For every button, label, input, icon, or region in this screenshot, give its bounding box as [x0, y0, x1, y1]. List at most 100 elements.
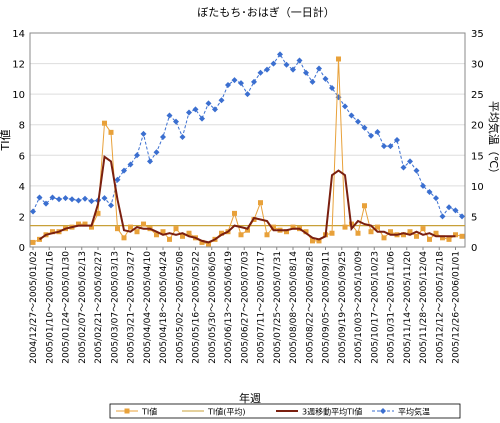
series-temperature-point: [121, 167, 127, 174]
series-ti-point: [303, 229, 309, 235]
series-ti-point: [290, 224, 296, 230]
y-tick-left-label: 12: [12, 60, 25, 71]
y-tick-left-label: 4: [19, 182, 25, 193]
y-tick-right-label: 10: [471, 182, 484, 193]
series-temperature-point: [433, 195, 439, 202]
series-temperature-point: [75, 197, 82, 204]
series-ti-point: [134, 229, 140, 235]
series-temperature-point: [283, 61, 290, 68]
x-tick-label: 2005/05/16～2005/05/22: [192, 251, 202, 364]
x-tick-label: 2005/04/04～2005/04/10: [143, 251, 153, 364]
series-ti-point: [199, 239, 205, 245]
legend-label: TI値(平均): [207, 407, 246, 417]
series-temperature-point: [329, 85, 335, 92]
series-temperature-point: [166, 112, 173, 119]
series-temperature-point: [309, 78, 316, 85]
series-temperature-point: [238, 80, 244, 87]
series-ti-point: [258, 200, 263, 206]
series-ti-point: [76, 221, 81, 227]
x-tick-label: 2005/06/13～2005/06/19: [224, 251, 234, 364]
series-temperature-point: [251, 78, 257, 85]
x-tick-label: 2005/01/24～2005/01/30: [62, 251, 72, 364]
x-tick-label: 2005/11/28～2005/12/04: [419, 251, 429, 364]
series-temperature-point: [205, 100, 212, 107]
series-ti-point: [108, 129, 114, 135]
x-tick-label: 2005/03/21～2005/03/27: [127, 251, 137, 364]
series-ti-point: [50, 229, 55, 235]
series-ti-point: [446, 236, 452, 242]
series-temperature-point: [199, 115, 205, 122]
x-tick-label: 2004/12/27～2005/01/02: [29, 251, 39, 364]
series-temperature-point: [296, 57, 303, 64]
series-temperature-point: [257, 69, 264, 76]
y-tick-right-label: 25: [471, 90, 484, 101]
series-temperature-point: [387, 143, 394, 150]
series-temperature-point: [381, 143, 387, 150]
series-ti-point: [30, 239, 36, 245]
series-ti-point: [167, 236, 172, 242]
series-ti-point: [89, 224, 94, 230]
x-tick-label: 2005/10/03～2005/10/09: [354, 251, 364, 364]
plot-frame: [29, 32, 466, 248]
series-ti-point: [271, 224, 276, 230]
series-ti-point: [128, 224, 133, 230]
series-temperature-point: [147, 158, 153, 165]
series-ti-point: [368, 229, 374, 235]
series-ti-point: [264, 232, 270, 238]
series-ti-point: [433, 230, 439, 236]
series-temperature-point: [277, 51, 283, 58]
series-temperature-point: [231, 77, 238, 84]
series-ti-point: [245, 227, 250, 233]
x-tick-label: 2005/02/21～2005/02/27: [94, 251, 104, 364]
series-temperature-point: [407, 158, 413, 165]
series-ti-point: [232, 210, 237, 216]
series-ti-point: [420, 226, 426, 232]
legend-label: 平均気温: [398, 407, 430, 417]
x-tick-label: 2005/10/31～2005/11/06: [387, 251, 397, 364]
x-tick-label: 2005/05/02～2005/05/08: [175, 251, 185, 364]
series-temperature-point: [30, 208, 36, 215]
x-tick-label: 2005/07/25～2005/07/31: [273, 251, 283, 364]
series-temperature-point: [400, 164, 407, 171]
legend-marker-square: [124, 408, 130, 414]
series-ti-point: [407, 229, 413, 235]
x-tick-label: 2005/08/08～2005/08/14: [289, 251, 299, 364]
x-tick-label: 2005/04/18～2005/04/24: [159, 251, 169, 364]
series-temperature-point: [459, 213, 465, 220]
series-temperature-point: [160, 133, 166, 140]
series-temperature-point: [225, 81, 231, 88]
series-temperature-point: [316, 65, 322, 72]
legend-label: TI値: [141, 407, 157, 417]
x-tick-label: 2005/09/19～2005/09/25: [338, 251, 348, 364]
series-temperature-point: [62, 195, 69, 202]
x-tick-label: 2005/05/30～2005/06/05: [208, 251, 218, 364]
plot-layer: 0 2 4 6 8 10 12 14 0 5 10 15 20 25 30 35 2004/12/27～2005…: [12, 29, 483, 364]
series-ti-point: [375, 224, 380, 230]
series-temperature-point: [127, 161, 134, 168]
y-tick-right-label: 15: [471, 151, 484, 162]
x-tick-label: 2005/06/27～2005/07/03: [240, 251, 250, 364]
series-temperature-point: [212, 106, 218, 113]
series-temperature-point: [101, 195, 108, 202]
series-ti-point: [453, 232, 458, 238]
series-temperature-point: [413, 167, 420, 174]
series-temperature-point: [82, 195, 88, 202]
series-temperature-point: [69, 196, 75, 203]
y-tick-left-label: 2: [19, 212, 25, 223]
series-ti-point: [173, 226, 179, 232]
series-temperature-point: [348, 112, 355, 119]
x-axis-title: 年週: [239, 391, 261, 405]
x-tick-label: 2005/02/07～2005/02/13: [78, 251, 88, 364]
series-temperature-point: [140, 130, 147, 137]
series-temperature-point: [186, 109, 192, 116]
y-tick-left-label: 14: [12, 29, 25, 40]
x-tick-label: 2005/01/10～2005/01/16: [45, 251, 55, 364]
series-ti-point: [121, 235, 127, 241]
series-temperature-point: [218, 97, 225, 104]
y-tick-right-label: 5: [471, 212, 477, 223]
series-ti-point: [219, 230, 224, 236]
series-ti-point: [355, 230, 361, 236]
series-temperature-point: [355, 118, 361, 125]
series-ti-point: [238, 232, 244, 238]
